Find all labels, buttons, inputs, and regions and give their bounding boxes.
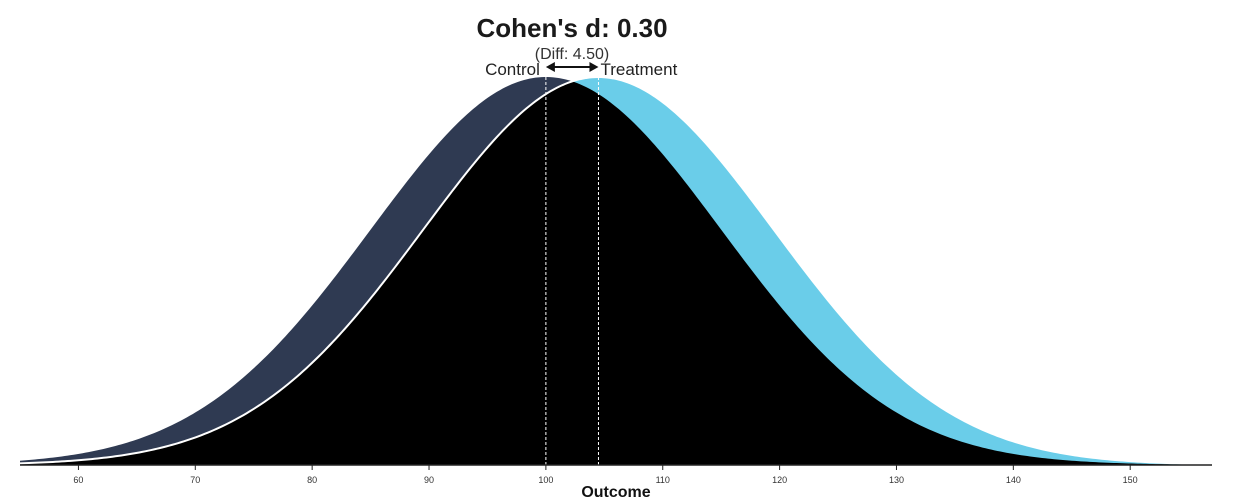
x-tick-label: 90 [424,475,434,485]
chart-subtitle: (Diff: 4.50) [535,46,609,63]
x-tick-label: 60 [73,475,83,485]
x-tick-label: 120 [772,475,787,485]
distribution-curves [19,75,1213,466]
x-axis-title: Outcome [581,484,650,501]
x-tick-label: 100 [538,475,553,485]
x-axis-ticks: 60 70 80 90 100 110 120 130 140 150 [73,465,1138,485]
arrow-head-right [589,62,599,72]
x-tick-label: 80 [307,475,317,485]
overlap-region [20,81,1212,465]
treatment-outline [19,75,1213,466]
x-tick-label: 130 [889,475,904,485]
arrow-head-left [545,62,555,72]
x-tick-label: 70 [190,475,200,485]
x-tick-label: 140 [1006,475,1021,485]
series-label-control: Control [485,60,540,79]
mean-difference-arrow [545,62,599,72]
series-label-treatment: Treatment [600,60,677,79]
chart-title: Cohen's d: 0.30 [476,13,667,43]
x-tick-label: 110 [656,475,670,485]
x-tick-label: 150 [1123,475,1138,485]
